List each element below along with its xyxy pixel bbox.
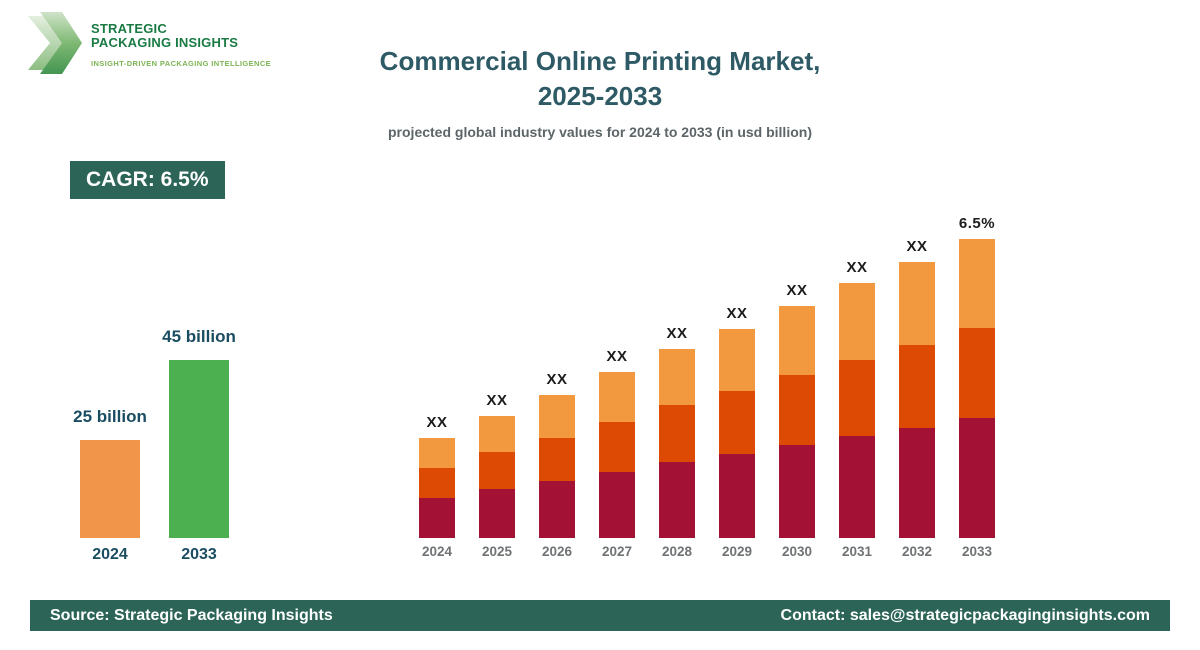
mini-bar-group-2033: 45 billion [139, 327, 259, 538]
top-segment [659, 349, 695, 405]
summary-bar-chart: 25 billion 2024 45 billion 2033 [50, 320, 270, 563]
stacked-bar-2031: XX [839, 259, 875, 538]
middle-segment [719, 391, 755, 454]
top-segment [479, 416, 515, 452]
top-segment [539, 395, 575, 438]
middle-segment [839, 360, 875, 436]
logo-text: STRATEGIC PACKAGING INSIGHTS INSIGHT-DRI… [91, 12, 272, 69]
middle-segment [779, 375, 815, 445]
middle-segment [539, 438, 575, 481]
page-subtitle: projected global industry values for 202… [388, 124, 812, 140]
stacked-bar-chart: XX 2024 XX 2025 XX 2026 XX 2027 XX 2028 XX 2029 XX 20… [419, 200, 995, 559]
mini-bar-2033 [169, 360, 229, 538]
stacked-bar-2024: XX [419, 414, 455, 538]
bottom-segment [959, 418, 995, 538]
bar-value-label: XX [846, 259, 868, 276]
logo-tagline: INSIGHT-DRIVEN PACKAGING INTELLIGENCE [91, 59, 272, 68]
top-segment [779, 306, 815, 375]
stacked-bar-2033: 6.5% [959, 215, 995, 538]
top-segment [419, 438, 455, 468]
top-segment [959, 239, 995, 328]
mini-x-axis-label: 2024 [92, 546, 128, 563]
x-axis-label: 2027 [601, 544, 633, 559]
mini-bar-group-2024: 25 billion [50, 407, 170, 538]
bottom-segment [899, 428, 935, 538]
footer-source: Source: Strategic Packaging Insights [50, 606, 333, 624]
bottom-segment [419, 498, 455, 538]
bar-value-label: 6.5% [958, 215, 996, 232]
page-title: Commercial Online Printing Market, 2025-… [300, 44, 900, 114]
x-axis-label: 2028 [661, 544, 693, 559]
stacked-bar-2028: XX [659, 325, 695, 538]
bar-value-label: XX [546, 371, 568, 388]
title-block: Commercial Online Printing Market, 2025-… [300, 44, 900, 140]
top-segment [719, 329, 755, 391]
bottom-segment [659, 462, 695, 538]
top-segment [839, 283, 875, 360]
middle-segment [899, 345, 935, 428]
stacked-bar-2029: XX [719, 305, 755, 538]
bar-value-label: XX [906, 238, 928, 255]
mini-value-label: 25 billion [73, 407, 147, 426]
middle-segment [479, 452, 515, 489]
x-axis-label: 2025 [481, 544, 513, 559]
bottom-segment [479, 489, 515, 538]
bar-value-label: XX [786, 282, 808, 299]
x-axis-label: 2031 [841, 544, 873, 559]
mini-bar-2024 [80, 440, 140, 538]
bottom-segment [599, 472, 635, 538]
bottom-segment [539, 481, 575, 538]
bar-value-label: XX [606, 348, 628, 365]
middle-segment [659, 405, 695, 462]
stacked-bar-2032: XX [899, 238, 935, 538]
stacked-bar-2026: XX [539, 371, 575, 538]
title-line-2: 2025-2033 [537, 81, 663, 111]
logo-line-2: PACKAGING INSIGHTS [91, 35, 239, 50]
bar-value-label: XX [666, 325, 688, 342]
stacked-bar-2025: XX [479, 392, 515, 538]
top-segment [599, 372, 635, 422]
footer-bar: Source: Strategic Packaging Insights Con… [30, 600, 1170, 631]
footer-contact: Contact: sales@strategicpackaginginsight… [780, 606, 1150, 624]
mini-value-label: 45 billion [162, 327, 236, 346]
mini-x-axis-label: 2033 [181, 546, 217, 563]
logo-line-1: STRATEGIC [91, 21, 167, 36]
chevron-logo-icon [28, 12, 82, 74]
bar-value-label: XX [486, 392, 508, 409]
logo: STRATEGIC PACKAGING INSIGHTS INSIGHT-DRI… [28, 12, 271, 74]
bar-value-label: XX [726, 305, 748, 322]
top-segment [899, 262, 935, 345]
bar-value-label: XX [426, 414, 448, 431]
middle-segment [599, 422, 635, 472]
x-axis-label: 2032 [901, 544, 933, 559]
cagr-badge: CAGR: 6.5% [70, 161, 225, 199]
title-line-1: Commercial Online Printing Market, [379, 46, 821, 76]
middle-segment [959, 328, 995, 418]
middle-segment [419, 468, 455, 498]
bottom-segment [719, 454, 755, 538]
bottom-segment [839, 436, 875, 538]
bottom-segment [779, 445, 815, 538]
x-axis-label: 2029 [721, 544, 753, 559]
stacked-bar-2027: XX [599, 348, 635, 538]
x-axis-label: 2030 [781, 544, 813, 559]
x-axis-label: 2026 [541, 544, 573, 559]
stacked-bar-2030: XX [779, 282, 815, 538]
x-axis-label: 2024 [421, 544, 453, 559]
x-axis-label: 2033 [961, 544, 993, 559]
